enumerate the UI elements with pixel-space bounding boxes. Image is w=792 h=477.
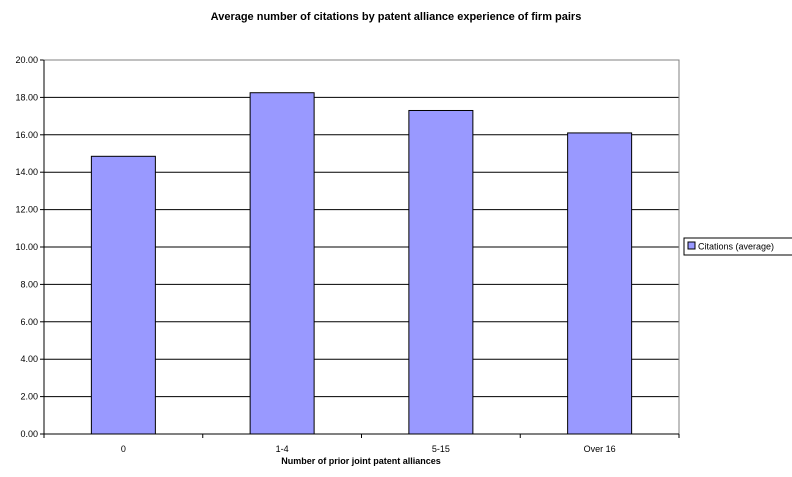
y-tick-label: 6.00 bbox=[20, 317, 38, 327]
chart-title: Average number of citations by patent al… bbox=[211, 11, 582, 23]
x-axis-title: Number of prior joint patent alliances bbox=[281, 456, 441, 466]
y-tick-label: 14.00 bbox=[15, 167, 38, 177]
x-tick-label: 1-4 bbox=[276, 444, 289, 454]
y-tick-label: 8.00 bbox=[20, 279, 38, 289]
y-axis-ticks: 0.00 2.00 4.00 6.00 8.00 10.00 12.00 14.00 16.00… bbox=[15, 55, 44, 439]
y-tick-label: 16.00 bbox=[15, 130, 38, 140]
y-tick-label: 0.00 bbox=[20, 429, 38, 439]
x-tick-label: 5-15 bbox=[432, 444, 450, 454]
bar bbox=[567, 132, 633, 435]
bar bbox=[249, 92, 315, 435]
legend-label: Citations (average) bbox=[698, 242, 774, 252]
y-tick-label: 10.00 bbox=[15, 242, 38, 252]
y-tick-label: 2.00 bbox=[20, 392, 38, 402]
legend-box bbox=[683, 237, 792, 256]
x-axis-ticks: 0 1-4 5-15 Over 16 bbox=[43, 434, 680, 454]
bar bbox=[90, 155, 156, 435]
x-tick-label: 0 bbox=[121, 444, 126, 454]
legend: Citations (average) bbox=[683, 237, 792, 256]
legend-swatch bbox=[687, 241, 696, 250]
y-tick-label: 20.00 bbox=[15, 55, 38, 65]
bars bbox=[90, 92, 633, 435]
y-tick-label: 12.00 bbox=[15, 205, 38, 215]
bar bbox=[408, 109, 474, 435]
x-tick-label: Over 16 bbox=[584, 444, 616, 454]
y-tick-label: 18.00 bbox=[15, 92, 38, 102]
y-tick-label: 4.00 bbox=[20, 354, 38, 364]
